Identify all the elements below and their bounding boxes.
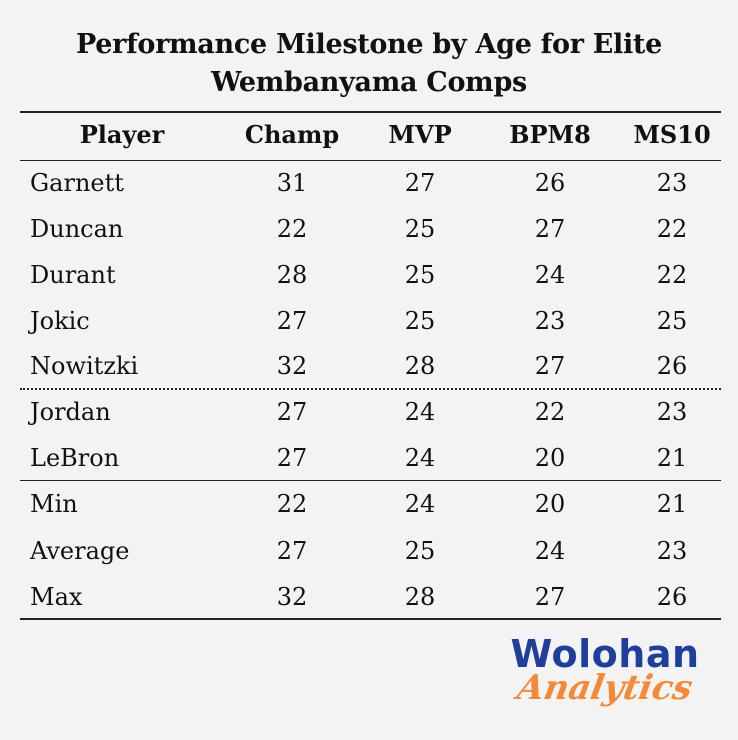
table-row: Min 22 24 20 21 [0,481,738,527]
cell-bpm8: 24 [534,537,566,565]
summary-divider [20,480,721,481]
cell-ms10: 23 [656,398,688,426]
table-row: LeBron 27 24 20 21 [0,435,738,481]
cell-champ: 27 [276,398,308,426]
cell-bpm8: 27 [534,352,566,380]
table-row: Max 32 28 27 26 [0,574,738,620]
cell-mvp: 27 [404,169,436,197]
table-row: Garnett 31 27 26 23 [0,160,738,206]
top-rule [20,111,721,113]
logo-line2: Analytics [514,668,696,708]
cell-bpm8: 26 [534,169,566,197]
cell-mvp: 25 [404,537,436,565]
cell-bpm8: 20 [534,490,566,518]
cell-ms10: 22 [656,261,688,289]
cell-ms10: 26 [656,583,688,611]
row-label: Nowitzki [30,352,139,380]
cell-bpm8: 23 [534,307,566,335]
cell-bpm8: 22 [534,398,566,426]
row-label: Jokic [30,307,90,335]
cell-champ: 32 [276,352,308,380]
cell-champ: 32 [276,583,308,611]
header-champ: Champ [244,120,340,149]
cell-mvp: 25 [404,261,436,289]
group-divider-dotted [20,388,721,390]
cell-champ: 27 [276,537,308,565]
cell-ms10: 21 [656,490,688,518]
chart-title-line1: Performance Milestone by Age for Elite [76,29,662,60]
row-label: Average [30,537,130,565]
cell-bpm8: 20 [534,444,566,472]
header-mvp: MVP [388,120,452,149]
cell-ms10: 23 [656,169,688,197]
table-row: Duncan 22 25 27 22 [0,206,738,252]
row-label: Min [30,490,78,518]
cell-mvp: 24 [404,490,436,518]
header-rule [20,160,721,161]
cell-champ: 22 [276,215,308,243]
cell-mvp: 28 [404,352,436,380]
row-label: Jordan [30,398,111,426]
chart-title-line2: Wembanyama Comps [211,67,527,98]
cell-bpm8: 24 [534,261,566,289]
table-row: Jordan 27 24 22 23 [0,389,738,435]
cell-champ: 31 [276,169,308,197]
table-row: Durant 28 25 24 22 [0,252,738,298]
cell-mvp: 25 [404,215,436,243]
cell-ms10: 22 [656,215,688,243]
row-label: Durant [30,261,116,289]
cell-champ: 27 [276,307,308,335]
cell-bpm8: 27 [534,583,566,611]
cell-ms10: 25 [656,307,688,335]
wolohan-analytics-logo: Wolohan Analytics [505,632,705,712]
table-row: Average 27 25 24 23 [0,528,738,574]
cell-mvp: 24 [404,398,436,426]
cell-champ: 27 [276,444,308,472]
bottom-rule [20,618,721,620]
header-bpm8: BPM8 [509,120,591,149]
header-player: Player [79,120,165,149]
row-label: Garnett [30,169,124,197]
table-row: Nowitzki 32 28 27 26 [0,343,738,389]
row-label: LeBron [30,444,120,472]
logo-line1: Wolohan [510,632,700,676]
cell-mvp: 25 [404,307,436,335]
header-ms10: MS10 [633,120,711,149]
cell-mvp: 28 [404,583,436,611]
cell-mvp: 24 [404,444,436,472]
cell-ms10: 21 [656,444,688,472]
row-label: Max [30,583,83,611]
table-row: Jokic 27 25 23 25 [0,298,738,344]
cell-champ: 28 [276,261,308,289]
cell-champ: 22 [276,490,308,518]
row-label: Duncan [30,215,124,243]
cell-ms10: 26 [656,352,688,380]
cell-ms10: 23 [656,537,688,565]
chart-title: Performance Milestone by Age for Elite W… [0,26,738,102]
cell-bpm8: 27 [534,215,566,243]
